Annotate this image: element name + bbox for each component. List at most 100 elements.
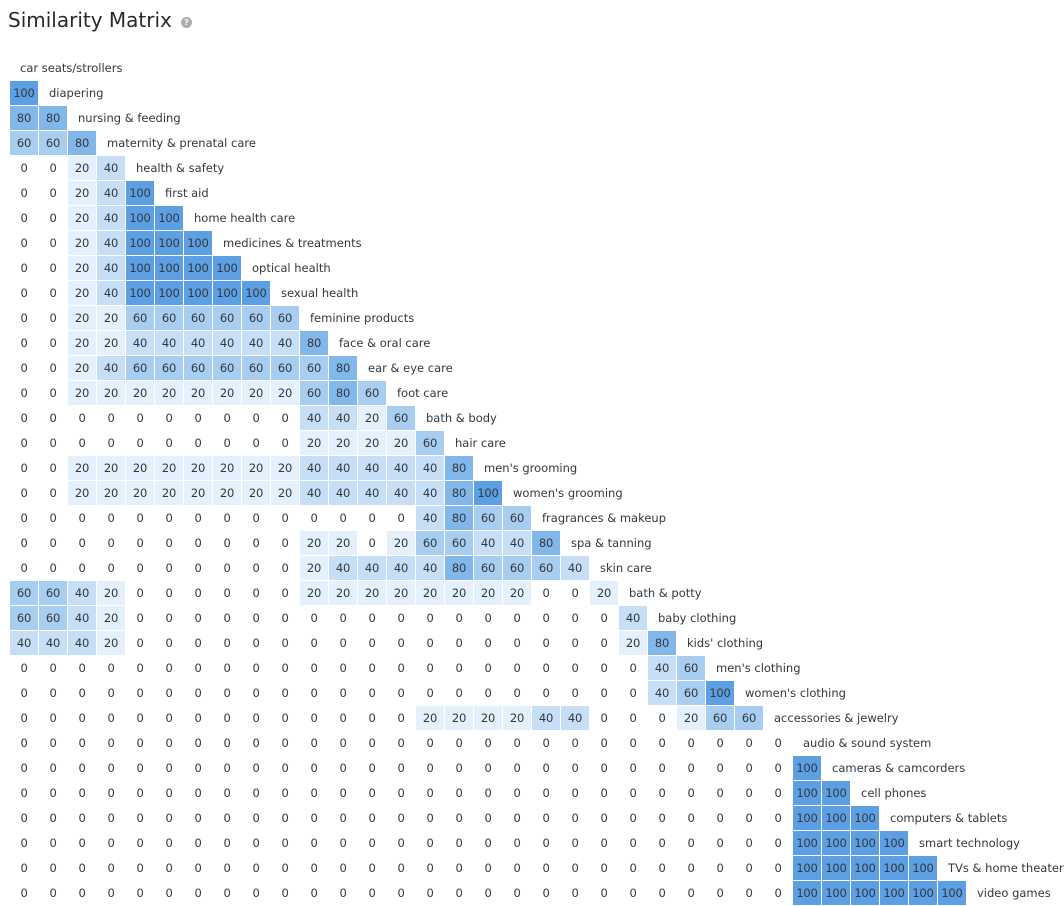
matrix-cell: 100 — [822, 806, 850, 830]
row-label: audio & sound system — [803, 736, 932, 750]
matrix-cell: 100 — [851, 806, 879, 830]
matrix-cell: 0 — [213, 681, 241, 705]
matrix-cell: 0 — [764, 806, 792, 830]
matrix-cell: 0 — [39, 331, 67, 355]
matrix-cell: 0 — [10, 281, 38, 305]
matrix-cell: 0 — [445, 856, 473, 880]
row-label: bath & body — [426, 411, 497, 425]
matrix-cell: 0 — [97, 656, 125, 680]
matrix-cell: 40 — [474, 531, 502, 555]
matrix-cell: 0 — [300, 706, 328, 730]
matrix-cell: 0 — [213, 806, 241, 830]
row-label: baby clothing — [658, 611, 737, 625]
matrix-cell: 0 — [155, 431, 183, 455]
matrix-cell: 40 — [416, 556, 444, 580]
matrix-cell: 0 — [242, 856, 270, 880]
matrix-cell: 20 — [358, 581, 386, 605]
help-icon[interactable]: ? — [180, 17, 192, 28]
row-label: hair care — [455, 436, 506, 450]
matrix-cell: 20 — [329, 531, 357, 555]
matrix-cell: 60 — [213, 356, 241, 380]
matrix-cell: 80 — [68, 131, 96, 155]
matrix-cell: 0 — [503, 631, 531, 655]
matrix-cell: 0 — [97, 806, 125, 830]
matrix-cell: 0 — [590, 656, 618, 680]
matrix-cell: 0 — [764, 831, 792, 855]
matrix-cell: 0 — [677, 831, 705, 855]
matrix-cell: 0 — [10, 206, 38, 230]
matrix-cell: 100 — [880, 856, 908, 880]
matrix-cell: 40 — [97, 281, 125, 305]
row-label: first aid — [165, 186, 209, 200]
row-label: video games — [977, 886, 1051, 900]
matrix-cell: 20 — [271, 456, 299, 480]
matrix-cell: 100 — [10, 81, 38, 105]
matrix-cell: 0 — [532, 856, 560, 880]
matrix-cell: 100 — [851, 856, 879, 880]
matrix-cell: 0 — [503, 681, 531, 705]
matrix-cell: 40 — [97, 256, 125, 280]
matrix-cell: 20 — [300, 581, 328, 605]
matrix-cell: 0 — [561, 781, 589, 805]
matrix-cell: 0 — [155, 756, 183, 780]
matrix-cell: 40 — [358, 456, 386, 480]
row-label: TVs & home theater — [948, 861, 1064, 875]
matrix-cell: 40 — [39, 631, 67, 655]
matrix-cell: 60 — [213, 306, 241, 330]
matrix-cell: 0 — [68, 681, 96, 705]
matrix-cell: 0 — [387, 656, 415, 680]
matrix-cell: 0 — [503, 731, 531, 755]
matrix-cell: 0 — [213, 731, 241, 755]
matrix-cell: 0 — [10, 431, 38, 455]
matrix-cell: 0 — [97, 681, 125, 705]
matrix-cell: 0 — [184, 631, 212, 655]
matrix-cell: 0 — [271, 406, 299, 430]
matrix-cell: 40 — [329, 456, 357, 480]
matrix-cell: 0 — [445, 681, 473, 705]
matrix-cell: 0 — [68, 881, 96, 905]
matrix-cell: 0 — [213, 756, 241, 780]
matrix-cell: 0 — [503, 606, 531, 630]
matrix-cell: 0 — [126, 731, 154, 755]
matrix-cell: 0 — [590, 731, 618, 755]
matrix-cell: 80 — [10, 106, 38, 130]
matrix-cell: 100 — [213, 281, 241, 305]
matrix-cell: 40 — [184, 331, 212, 355]
matrix-cell: 20 — [242, 481, 270, 505]
matrix-cell: 20 — [68, 306, 96, 330]
matrix-cell: 0 — [474, 656, 502, 680]
row-label: computers & tablets — [890, 811, 1008, 825]
matrix-cell: 0 — [358, 606, 386, 630]
matrix-cell: 100 — [880, 881, 908, 905]
matrix-cell: 0 — [735, 781, 763, 805]
matrix-cell: 0 — [706, 781, 734, 805]
matrix-cell: 100 — [155, 206, 183, 230]
matrix-cell: 60 — [39, 581, 67, 605]
matrix-cell: 40 — [387, 481, 415, 505]
matrix-cell: 0 — [39, 181, 67, 205]
matrix-cell: 0 — [184, 656, 212, 680]
matrix-cell: 0 — [648, 806, 676, 830]
matrix-cell: 0 — [242, 656, 270, 680]
matrix-cell: 0 — [10, 456, 38, 480]
matrix-cell: 0 — [503, 856, 531, 880]
matrix-cell: 0 — [329, 706, 357, 730]
matrix-cell: 0 — [68, 531, 96, 555]
matrix-cell: 0 — [39, 356, 67, 380]
matrix-cell: 20 — [677, 706, 705, 730]
matrix-cell: 0 — [619, 756, 647, 780]
matrix-cell: 0 — [39, 156, 67, 180]
matrix-cell: 0 — [329, 756, 357, 780]
matrix-cell: 0 — [68, 656, 96, 680]
matrix-cell: 0 — [155, 631, 183, 655]
matrix-cell: 80 — [648, 631, 676, 655]
matrix-cell: 100 — [822, 856, 850, 880]
matrix-cell: 40 — [271, 331, 299, 355]
matrix-cell: 0 — [39, 856, 67, 880]
matrix-cell: 0 — [706, 856, 734, 880]
matrix-cell: 0 — [271, 606, 299, 630]
matrix-cell: 0 — [300, 681, 328, 705]
matrix-cell: 80 — [445, 556, 473, 580]
matrix-cell: 0 — [126, 781, 154, 805]
matrix-cell: 100 — [909, 881, 937, 905]
